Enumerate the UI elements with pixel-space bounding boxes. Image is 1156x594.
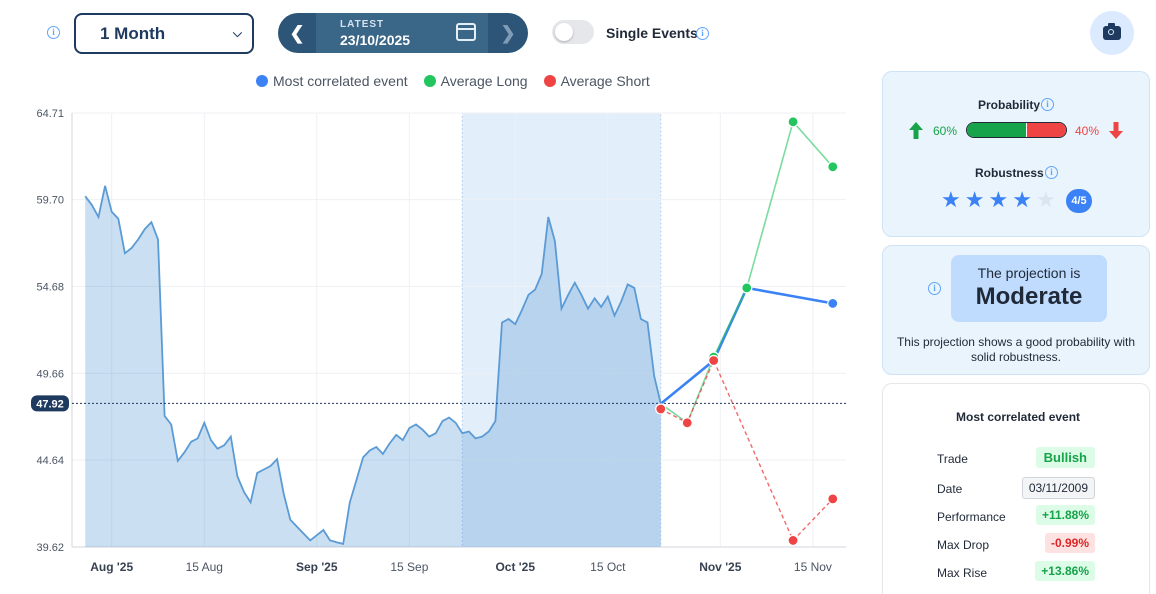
- date-navigator: ❮ LATEST 23/10/2025 ❯: [278, 13, 528, 53]
- y-tick-label: 54.68: [36, 281, 64, 293]
- toggle-knob: [555, 23, 573, 41]
- y-tick-label: 39.62: [36, 542, 64, 554]
- series-point: [828, 494, 838, 504]
- period-select-value: 1 Month: [100, 24, 233, 44]
- event-row-value: -0.99%: [1045, 533, 1095, 553]
- y-tick-label: 44.64: [36, 455, 64, 467]
- projection-rating: Moderate: [951, 283, 1107, 311]
- probability-title: Probability: [978, 98, 1040, 112]
- star-filled-icon: ★: [941, 189, 961, 211]
- legend-label: Most correlated event: [273, 73, 408, 89]
- projection-card: i The projection is Moderate This projec…: [882, 245, 1150, 375]
- price-chart: 64.71 59.70 54.68 49.66 44.64 39.62 Aug '25 15 …: [0, 95, 870, 594]
- x-tick-label: 15 Aug: [186, 560, 223, 574]
- date-nav-label: LATEST: [340, 19, 384, 30]
- star-filled-icon: ★: [988, 189, 1008, 211]
- date-nav-date: 23/10/2025: [340, 32, 410, 48]
- series-point: [788, 535, 798, 545]
- screenshot-button[interactable]: [1090, 11, 1134, 55]
- x-tick-label: Aug '25: [90, 560, 133, 574]
- chart-legend: Most correlated event Average Long Average…: [256, 73, 650, 89]
- x-tick-label: 15 Nov: [794, 560, 832, 574]
- series-point: [656, 404, 666, 414]
- series-point: [682, 418, 692, 428]
- x-tick-label: Nov '25: [699, 560, 742, 574]
- info-icon[interactable]: i: [696, 27, 709, 40]
- event-row-label: Date: [937, 482, 962, 496]
- series-line: [661, 361, 833, 541]
- x-tick-label: Oct '25: [495, 560, 535, 574]
- previous-date-button[interactable]: ❮: [278, 13, 316, 53]
- event-row-label: Max Rise: [937, 566, 987, 580]
- projection-description: This projection shows a good probability…: [893, 335, 1139, 365]
- event-row-value: +11.88%: [1036, 505, 1095, 525]
- legend-item[interactable]: Average Long: [424, 73, 528, 89]
- probability-long-value: 60%: [933, 124, 957, 138]
- camera-icon: [1103, 26, 1121, 40]
- probability-short-value: 40%: [1075, 124, 1099, 138]
- series-line: [661, 122, 833, 423]
- series-point: [742, 283, 752, 293]
- info-icon[interactable]: i: [1045, 166, 1058, 179]
- arrow-up-icon: [909, 122, 923, 139]
- info-icon[interactable]: i: [928, 282, 941, 295]
- event-row-label: Trade: [937, 452, 968, 466]
- star-filled-icon: ★: [965, 189, 985, 211]
- calendar-icon: [456, 23, 476, 41]
- event-row-label: Max Drop: [937, 538, 989, 552]
- star-filled-icon: ★: [1012, 189, 1032, 211]
- legend-dot: [544, 75, 556, 87]
- event-card: Most correlated event Trade Bullish Date 03…: [882, 383, 1150, 594]
- chevron-down-icon: ⌵: [233, 26, 242, 41]
- legend-dot: [424, 75, 436, 87]
- series-point: [709, 356, 719, 366]
- series-point: [828, 162, 838, 172]
- robustness-badge: 4/5: [1066, 189, 1092, 213]
- x-tick-label: 15 Oct: [590, 560, 626, 574]
- single-events-toggle[interactable]: [552, 20, 594, 44]
- period-select[interactable]: 1 Month ⌵: [74, 13, 254, 54]
- probability-short-fill: [1026, 123, 1066, 137]
- legend-item[interactable]: Most correlated event: [256, 73, 408, 89]
- event-row-label: Performance: [937, 510, 1006, 524]
- info-icon[interactable]: i: [1041, 98, 1054, 111]
- legend-item[interactable]: Average Short: [544, 73, 650, 89]
- y-tick-label: 59.70: [36, 195, 64, 207]
- series-point: [788, 117, 798, 127]
- arrow-down-icon: [1109, 122, 1123, 139]
- probability-bar: [966, 122, 1067, 138]
- x-tick-label: 15 Sep: [390, 560, 428, 574]
- single-events-label: Single Events: [606, 25, 698, 41]
- current-value-label: 47.92: [36, 398, 64, 410]
- series-line: [661, 288, 833, 404]
- y-tick-label: 49.66: [36, 368, 64, 380]
- legend-label: Average Long: [441, 73, 528, 89]
- event-row-value: +13.86%: [1035, 561, 1095, 581]
- series-point: [828, 298, 838, 308]
- y-tick-label: 64.71: [36, 108, 64, 120]
- projection-box: The projection is Moderate: [951, 255, 1107, 322]
- event-row-value: 03/11/2009: [1022, 477, 1095, 499]
- event-title: Most correlated event: [956, 410, 1080, 424]
- legend-dot: [256, 75, 268, 87]
- projection-intro: The projection is: [951, 265, 1107, 281]
- robustness-title: Robustness: [975, 166, 1044, 180]
- probability-card: Probability i 60% 40% Robustness i ★ ★ ★ ★ ★…: [882, 71, 1150, 237]
- event-row-value: Bullish: [1036, 447, 1095, 468]
- x-tick-label: Sep '25: [296, 560, 338, 574]
- probability-long-fill: [967, 123, 1026, 137]
- legend-label: Average Short: [561, 73, 650, 89]
- date-picker-button[interactable]: LATEST 23/10/2025: [316, 13, 488, 53]
- robustness-stars: ★ ★ ★ ★ ★: [941, 189, 1056, 211]
- info-icon[interactable]: i: [47, 26, 60, 39]
- next-date-button[interactable]: ❯: [488, 13, 528, 53]
- star-empty-icon: ★: [1036, 189, 1056, 211]
